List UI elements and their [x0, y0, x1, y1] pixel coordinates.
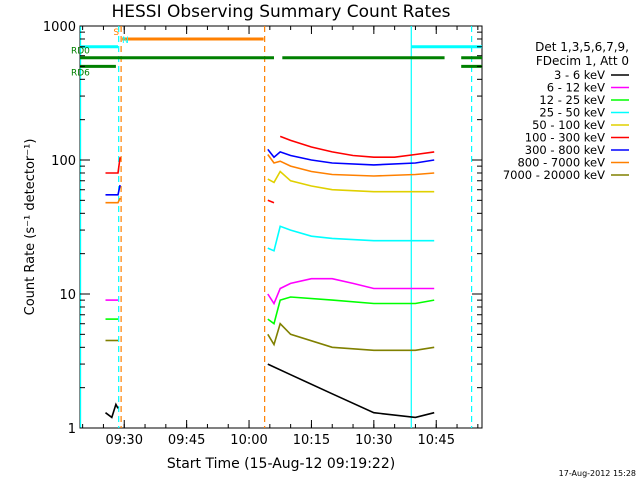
y-axis-label: Count Rate (s⁻¹ detector⁻¹): [23, 139, 38, 316]
y-tick-label-3: 100: [51, 154, 76, 169]
state-bar-label-n: N: [122, 36, 129, 46]
x-tick-label-3: 10:00: [230, 433, 267, 448]
series-line-12-25-kev-kev-segment-2: [267, 296, 435, 326]
legend-label-50-100-kev-kev: 50 - 100 keV: [532, 118, 605, 132]
series-lines: [105, 135, 435, 419]
state-bars: SN RD0 RD6: [71, 28, 482, 78]
series-line-100-300-kev-kev-segment-3: [279, 135, 435, 158]
legend-label-6-12-kev-kev: 6 - 12 keV: [547, 81, 605, 95]
series-line-6-12-kev-kev-segment-2: [267, 277, 435, 306]
series-line-800-7000-kev-kev-segment-2: [267, 154, 435, 177]
series-line-50-100-kev-kev-segment-1: [267, 170, 435, 193]
state-bar-label-s: S: [113, 28, 119, 38]
vertical-markers: [79, 26, 473, 428]
x-tick-label-6: 10:45: [418, 433, 455, 448]
series-line-800-7000-kev-kev-segment-1: [105, 197, 121, 204]
generated-timestamp: 17-Aug-2012 15:28: [559, 469, 636, 478]
axes: 09:30 09:45 10:00 10:15 10:30 10:45 1 10 100 1000: [43, 20, 482, 448]
y-tick-label-4: 1000: [43, 20, 76, 35]
legend-header-detectors: Det 1,3,5,6,7,9,: [535, 40, 629, 54]
legend: Det 1,3,5,6,7,9, FDecim 1, Att 0 3 - 6 k…: [503, 40, 629, 182]
legend-label-800-7000-kev-kev: 800 - 7000 keV: [517, 156, 605, 170]
y-tick-label-1: 1: [68, 422, 76, 437]
legend-label-25-50-kev-kev: 25 - 50 keV: [539, 106, 605, 120]
x-tick-label-4: 10:15: [293, 433, 330, 448]
series-line-3-6-kev-kev-segment-2: [267, 363, 435, 419]
series-line-100-300-kev-kev-segment-2: [267, 199, 275, 204]
x-tick-label-1: 09:30: [106, 433, 143, 448]
x-tick-label-2: 09:45: [168, 433, 205, 448]
legend-label-12-25-kev-kev: 12 - 25 keV: [539, 93, 605, 107]
series-line-7000-20000-kev-kev-segment-2: [267, 322, 435, 352]
legend-header-decimation: FDecim 1, Att 0: [536, 54, 629, 68]
legend-label-300-800-kev-kev: 300 - 800 keV: [525, 143, 605, 157]
legend-label-100-300-kev-kev: 100 - 300 keV: [525, 131, 605, 145]
series-line-100-300-kev-kev-segment-1: [105, 157, 121, 174]
legend-label-3-6-kev-kev: 3 - 6 keV: [554, 68, 605, 82]
x-tick-label-5: 10:30: [355, 433, 392, 448]
series-line-300-800-kev-kev-segment-1: [105, 184, 121, 196]
series-line-3-6-kev-kev-segment-1: [105, 402, 119, 419]
legend-label-7000-20000-kev-kev: 7000 - 20000 keV: [503, 168, 605, 182]
state-bar-label-rd0: RD0: [71, 47, 90, 57]
state-bar-label-rd6: RD6: [71, 68, 90, 78]
y-tick-label-2: 10: [59, 288, 76, 303]
chart-title: HESSI Observing Summary Count Rates: [111, 2, 450, 22]
x-axis-label: Start Time (15-Aug-12 09:19:22): [167, 456, 395, 472]
series-line-300-800-kev-kev-segment-2: [267, 148, 435, 166]
series-line-25-50-kev-kev-segment-1: [267, 225, 435, 252]
